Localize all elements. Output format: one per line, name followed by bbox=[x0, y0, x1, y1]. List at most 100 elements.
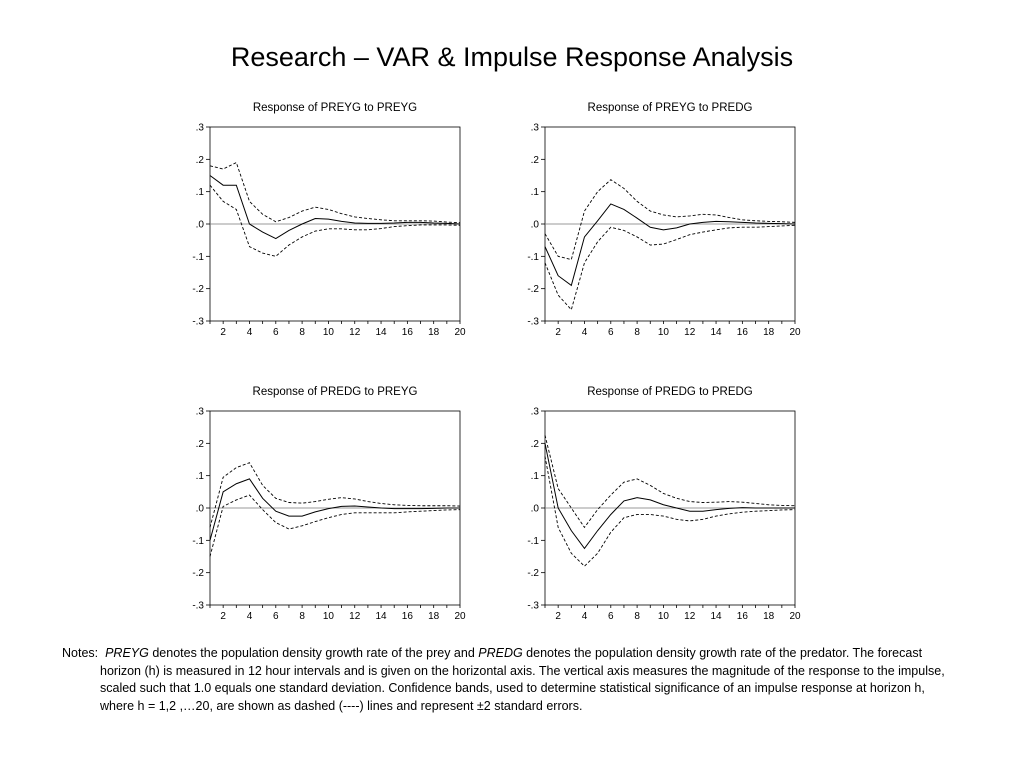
confidence-band-line bbox=[544, 435, 796, 529]
notes-text-2: denotes the population density growth ra… bbox=[100, 646, 945, 713]
notes-preyg-term: PREYG bbox=[105, 646, 149, 660]
y-tick-label: -.1 bbox=[527, 536, 539, 547]
x-tick-label: 18 bbox=[763, 327, 775, 336]
x-tick-label: 18 bbox=[428, 327, 440, 336]
chart-panel-preyg-predg: Response of PREYG to PREDG .3 .2 .1 .0 -.1 -.2… bbox=[525, 96, 825, 336]
x-tick-label: 14 bbox=[710, 327, 722, 336]
x-tick-label: 20 bbox=[454, 327, 466, 336]
x-tick-label: 12 bbox=[684, 611, 696, 620]
chart-title: Response of PREYG to PREDG bbox=[588, 102, 753, 114]
x-tick-label: 2 bbox=[555, 327, 561, 336]
x-tick-label: 2 bbox=[555, 611, 561, 620]
chart-panel-predg-predg: Response of PREDG to PREDG .3 .2 .1 .0 -.1 -.2… bbox=[525, 380, 825, 620]
y-tick-label: .0 bbox=[531, 504, 540, 515]
x-tick-label: 20 bbox=[789, 611, 801, 620]
slide-title: Research – VAR & Impulse Response Analys… bbox=[230, 42, 794, 72]
y-tick-label: .1 bbox=[531, 471, 540, 482]
x-tick-label: 20 bbox=[454, 611, 466, 620]
y-tick-label: -.2 bbox=[527, 568, 539, 579]
y-tick-label: -.3 bbox=[527, 317, 539, 328]
y-tick-label: -.1 bbox=[527, 252, 539, 263]
y-tick-label: .2 bbox=[531, 155, 540, 166]
x-tick-label: 16 bbox=[737, 611, 749, 620]
confidence-band-line bbox=[544, 224, 796, 311]
y-tick-label: .3 bbox=[531, 123, 540, 134]
chart-title: Response of PREYG to PREYG bbox=[253, 102, 417, 114]
chart-preyg-to-predg: Response of PREYG to PREDG .3 .2 .1 .0 -.1 -.2… bbox=[527, 102, 801, 336]
x-tick-label: 20 bbox=[789, 327, 801, 336]
notes-paragraph: Notes: PREYG denotes the population dens… bbox=[62, 645, 962, 715]
x-tick-label: 12 bbox=[684, 327, 696, 336]
x-tick-label: 18 bbox=[763, 611, 775, 620]
x-tick-label: 14 bbox=[710, 611, 722, 620]
y-tick-label: .3 bbox=[531, 407, 540, 418]
y-tick-label: .2 bbox=[196, 439, 205, 450]
chart-predg-to-preyg: Response of PREDG to PREYG .3 .2 .1 .0 -.1 -.2… bbox=[192, 386, 466, 620]
y-tick-label: .2 bbox=[196, 155, 205, 166]
x-tick-label: 6 bbox=[273, 611, 279, 620]
notes-block: Notes: PREYG denotes the population dens… bbox=[62, 645, 962, 715]
y-tick-label: -.3 bbox=[192, 601, 204, 612]
x-tick-label: 16 bbox=[402, 327, 414, 336]
x-tick-label: 14 bbox=[375, 327, 387, 336]
x-tick-label: 4 bbox=[582, 611, 588, 620]
y-tick-label: -.3 bbox=[192, 317, 204, 328]
chart-panel-predg-preyg: Response of PREDG to PREYG .3 .2 .1 .0 -.1 -.2… bbox=[190, 380, 490, 620]
x-tick-label: 8 bbox=[634, 327, 640, 336]
confidence-band-line bbox=[209, 161, 461, 224]
y-tick-label: .1 bbox=[196, 187, 205, 198]
y-tick-label: -.2 bbox=[192, 568, 204, 579]
chart-preyg-to-preyg: Response of PREYG to PREYG .3 .2 .1 .0 -.1 -.2… bbox=[192, 102, 466, 336]
x-tick-label: 8 bbox=[299, 327, 305, 336]
y-tick-label: .3 bbox=[196, 123, 205, 134]
x-tick-label: 6 bbox=[608, 611, 614, 620]
chart-panel-preyg-preyg: Response of PREYG to PREYG .3 .2 .1 .0 -.1 -.2… bbox=[190, 96, 490, 336]
x-tick-label: 6 bbox=[273, 327, 279, 336]
notes-predg-term: PREDG bbox=[478, 646, 523, 660]
y-tick-label: -.1 bbox=[192, 536, 204, 547]
y-tick-label: .2 bbox=[531, 439, 540, 450]
impulse-response-line bbox=[544, 203, 796, 287]
x-tick-label: 4 bbox=[247, 611, 253, 620]
y-tick-label: -.1 bbox=[192, 252, 204, 263]
x-tick-label: 10 bbox=[658, 327, 670, 336]
y-tick-label: .0 bbox=[196, 504, 205, 515]
chart-title: Response of PREDG to PREYG bbox=[253, 386, 418, 398]
x-tick-label: 10 bbox=[323, 611, 335, 620]
chart-predg-to-predg: Response of PREDG to PREDG .3 .2 .1 .0 -.1 -.2… bbox=[527, 386, 801, 620]
y-tick-label: -.2 bbox=[192, 284, 204, 295]
x-tick-label: 18 bbox=[428, 611, 440, 620]
x-tick-label: 4 bbox=[247, 327, 253, 336]
impulse-response-line bbox=[209, 478, 460, 541]
confidence-band-line bbox=[209, 494, 461, 557]
x-tick-label: 8 bbox=[634, 611, 640, 620]
x-tick-label: 10 bbox=[658, 611, 670, 620]
x-tick-label: 12 bbox=[349, 611, 361, 620]
x-tick-label: 8 bbox=[299, 611, 305, 620]
x-tick-label: 10 bbox=[323, 327, 335, 336]
y-tick-label: .1 bbox=[531, 187, 540, 198]
confidence-band-line bbox=[544, 179, 796, 261]
x-tick-label: 16 bbox=[737, 327, 749, 336]
impulse-response-line bbox=[209, 175, 461, 240]
chart-title: Response of PREDG to PREDG bbox=[587, 386, 753, 398]
x-tick-label: 14 bbox=[375, 611, 387, 620]
confidence-band-line bbox=[209, 184, 461, 257]
x-tick-label: 2 bbox=[220, 327, 226, 336]
y-tick-label: -.3 bbox=[527, 601, 539, 612]
notes-text-1: denotes the population density growth ra… bbox=[148, 646, 479, 660]
y-tick-label: .0 bbox=[531, 220, 540, 231]
x-tick-label: 16 bbox=[402, 611, 414, 620]
y-tick-label: -.2 bbox=[527, 284, 539, 295]
y-tick-label: .3 bbox=[196, 407, 205, 418]
x-tick-label: 12 bbox=[349, 327, 361, 336]
notes-lead: Notes: bbox=[62, 646, 99, 660]
x-tick-label: 2 bbox=[220, 611, 226, 620]
x-tick-label: 4 bbox=[582, 327, 588, 336]
x-tick-label: 6 bbox=[608, 327, 614, 336]
y-tick-label: .1 bbox=[196, 471, 205, 482]
confidence-band-line bbox=[544, 456, 796, 567]
impulse-response-line bbox=[544, 443, 795, 550]
y-tick-label: .0 bbox=[196, 220, 205, 231]
confidence-band-line bbox=[209, 462, 461, 528]
